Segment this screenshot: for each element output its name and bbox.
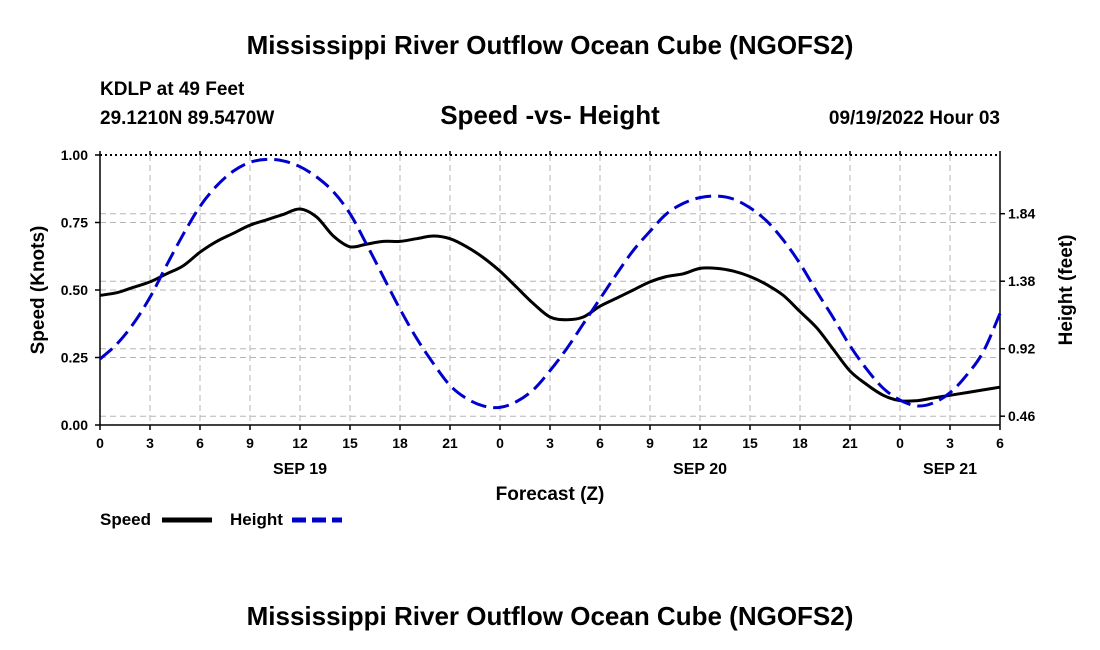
y-right-tick-label: 0.92 xyxy=(1008,341,1035,357)
x-tick-label: 18 xyxy=(792,435,808,451)
x-tick-label: 21 xyxy=(842,435,858,451)
x-tick-label: 0 xyxy=(96,435,104,451)
date-label: SEP 20 xyxy=(673,461,727,478)
x-tick-label: 6 xyxy=(196,435,204,451)
y-left-tick-label: 1.00 xyxy=(61,147,88,163)
y-left-tick-label: 0.75 xyxy=(61,215,88,231)
x-tick-label: 0 xyxy=(896,435,904,451)
x-tick-label: 0 xyxy=(496,435,504,451)
grid-lines xyxy=(100,155,1000,425)
y-right-tick-label: 1.38 xyxy=(1008,273,1035,289)
x-tick-label: 12 xyxy=(292,435,308,451)
x-tick-label: 6 xyxy=(596,435,604,451)
series-line-height xyxy=(99,157,1002,410)
chart-title: Mississippi River Outflow Ocean Cube (NG… xyxy=(247,30,854,60)
x-tick-label: 15 xyxy=(342,435,358,451)
y-right-tick-label: 0.46 xyxy=(1008,408,1035,424)
series-group xyxy=(99,157,1002,410)
x-tick-label: 6 xyxy=(996,435,1004,451)
x-tick-label: 12 xyxy=(692,435,708,451)
y-left-tick-label: 0.50 xyxy=(61,282,88,298)
x-tick-label: 3 xyxy=(946,435,954,451)
legend-height-label: Height xyxy=(230,510,283,529)
x-axis-label: Forecast (Z) xyxy=(496,484,605,505)
x-tick-label: 9 xyxy=(646,435,654,451)
y-axis-left-label: Speed (Knots) xyxy=(28,226,49,355)
station-label: KDLP at 49 Feet xyxy=(100,79,245,100)
x-tick-label: 15 xyxy=(742,435,758,451)
location-label: 29.1210N 89.5470W xyxy=(100,108,274,129)
chart-subtitle: Speed -vs- Height xyxy=(440,100,660,130)
y-left-tick-label: 0.25 xyxy=(61,350,88,366)
date-label: SEP 19 xyxy=(273,461,327,478)
x-tick-label: 9 xyxy=(246,435,254,451)
date-label: SEP 21 xyxy=(923,461,977,478)
legend-speed-label: Speed xyxy=(100,510,151,529)
y-left-tick-label: 0.00 xyxy=(61,417,88,433)
x-tick-label: 21 xyxy=(442,435,458,451)
legend: Speed Height xyxy=(100,510,342,529)
y-axis-right-label: Height (feet) xyxy=(1056,235,1077,346)
footer-title: Mississippi River Outflow Ocean Cube (NG… xyxy=(247,601,854,631)
x-tick-label: 3 xyxy=(546,435,554,451)
y-right-tick-label: 1.84 xyxy=(1008,206,1035,222)
x-tick-label: 18 xyxy=(392,435,408,451)
datetime-label: 09/19/2022 Hour 03 xyxy=(829,108,1000,129)
series-line-speed xyxy=(99,207,1001,403)
tick-group: 0 3 6 9 12 15 18 21 0 3 6 9 12 15 18 21 0 3 6 SEP 19 SEP 20 S… xyxy=(61,147,1036,478)
x-tick-label: 3 xyxy=(146,435,154,451)
